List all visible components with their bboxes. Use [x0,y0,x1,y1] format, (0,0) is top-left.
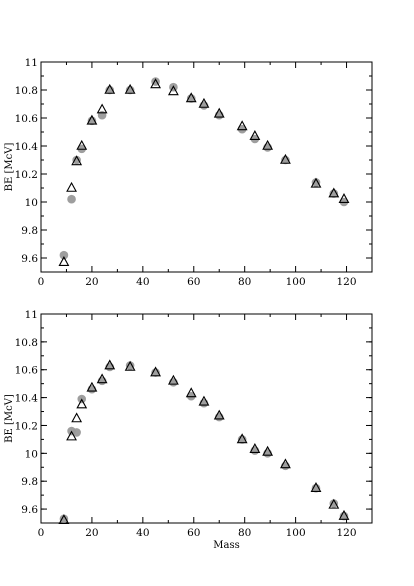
bottom-panel: 0 20 40 60 80 100 120 9.6 9.8 10 10.2 10.4 10.6 10.8 1… [4,309,373,551]
data-point-triangle [96,373,108,384]
x-tick-label: 0 [38,276,45,288]
data-point-triangle [104,359,116,370]
y-tick-label: 9.6 [21,253,38,265]
data-point-circle [67,194,76,204]
data-point-triangle [185,92,197,103]
x-tick-label: 80 [238,276,251,288]
data-point-circle [72,155,81,165]
x-tick-label: 40 [136,527,149,539]
data-point-triangle [249,130,261,140]
y-tick-label: 10 [25,197,38,209]
x-tick-label: 60 [187,527,200,539]
y-tick-label: 10.2 [15,420,38,432]
series-1 [58,359,350,525]
series-1 [58,78,350,267]
data-point-triangle [150,78,162,89]
data-point-triangle [198,97,210,108]
data-point-circle [311,178,321,187]
data-point-triangle [150,366,162,377]
y-tick-label: 10.4 [15,141,39,153]
data-point-triangle [66,181,77,192]
data-point-triangle [58,256,70,267]
data-point-triangle [58,514,70,525]
data-point-triangle [71,412,83,423]
plot-frame [40,313,373,524]
data-point-circle [72,428,81,437]
data-point-triangle [338,509,350,520]
data-point-triangle [66,430,77,441]
data-point-triangle [236,120,248,131]
x-tick-label: 120 [337,276,357,288]
data-point-triangle [198,395,210,406]
series-0 [59,361,349,524]
x-tick-label: 60 [187,276,200,288]
data-point-circle [125,361,135,370]
data-point-triangle [328,187,340,198]
data-point-circle [59,514,69,524]
x-tick-label: 100 [286,276,306,288]
y-tick-label: 10.6 [15,365,39,377]
data-point-triangle [310,177,322,188]
data-point-circle [97,110,107,120]
data-point-triangle [338,193,350,203]
data-point-triangle [96,103,108,114]
data-point-triangle [167,374,179,385]
data-point-triangle [213,107,225,118]
data-point-triangle [249,443,261,453]
data-point-circle [59,250,69,260]
y-tick-label: 9.8 [21,225,38,237]
data-point-triangle [280,153,291,164]
data-point-triangle [104,83,116,94]
y-tick-label: 10.6 [15,113,39,125]
data-point-triangle [76,398,88,409]
y-axis-title: BE [McV] [4,394,15,443]
y-tick-label: 10.2 [15,169,38,181]
data-point-triangle [310,482,322,492]
data-point-triangle [167,85,179,96]
x-tick-label: 40 [136,276,149,288]
data-point-triangle [262,445,274,456]
y-tick-label: 11 [25,309,38,321]
y-tick-label: 10.8 [15,337,38,349]
x-tick-label: 0 [38,527,45,539]
plot-frame [40,61,373,273]
data-point-triangle [76,139,88,150]
x-tick-label: 100 [286,527,306,539]
data-point-triangle [124,83,136,94]
data-point-circle [329,499,339,508]
data-point-triangle [71,155,83,166]
y-tick-label: 10.4 [15,393,39,405]
data-point-triangle [236,433,248,444]
y-tick-label: 9.8 [21,476,38,488]
x-tick-label: 20 [85,276,98,288]
data-point-triangle [213,409,225,420]
x-tick-label: 120 [337,527,357,539]
x-axis-title: Mass [213,540,239,551]
data-point-triangle [86,114,98,125]
x-tick-label: 20 [85,527,98,539]
y-axis-title: BE [McV] [4,143,15,192]
data-point-triangle [86,381,98,392]
top-panel: 0 20 40 60 80 100 120 9.6 9.8 10 10.2 10.4 10.6 10.8 1… [4,57,373,288]
data-point-triangle [262,139,274,150]
y-tick-label: 9.6 [21,504,38,516]
y-tick-label: 11 [25,57,38,69]
y-tick-label: 10 [25,448,38,460]
data-point-triangle [124,360,136,371]
series-0 [59,77,349,260]
data-point-triangle [328,498,340,509]
data-point-triangle [185,387,197,398]
x-tick-label: 80 [238,527,251,539]
y-tick-label: 10.8 [15,85,38,97]
data-point-triangle [280,458,291,469]
